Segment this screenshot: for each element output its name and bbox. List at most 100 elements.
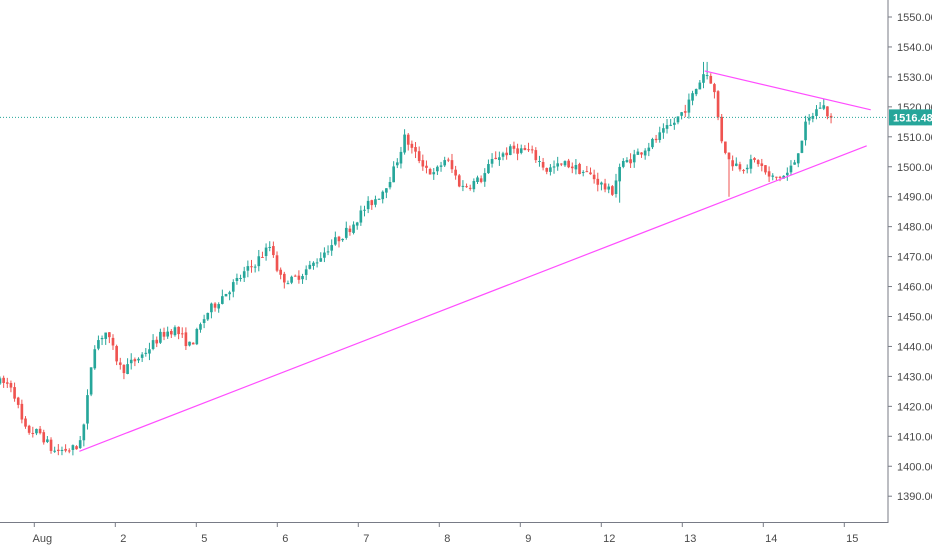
candle-down — [67, 448, 71, 454]
candle-up — [490, 153, 494, 168]
price-axis-labels: 1390.00 1400.00 1410.00 1420.00 1430.00 1440.… — [888, 12, 932, 503]
candle-body — [392, 166, 395, 183]
candle-body — [552, 166, 556, 168]
candle-down — [731, 155, 734, 171]
candle-down — [592, 169, 596, 184]
candle-body — [406, 134, 410, 145]
candle-body — [191, 342, 195, 345]
time-tick-label: Aug — [33, 533, 53, 545]
candle-up — [625, 157, 629, 163]
candle-body — [366, 200, 370, 210]
candle-up — [173, 325, 177, 337]
candle-up — [574, 159, 578, 175]
candle-up — [363, 205, 366, 217]
candle-body — [188, 341, 191, 346]
candle-down — [738, 161, 742, 172]
candle-up — [60, 446, 64, 456]
candle-up — [355, 221, 359, 230]
candle-up — [257, 249, 261, 272]
candle-body — [483, 173, 487, 182]
candle-up — [793, 159, 796, 165]
candle-body — [632, 154, 636, 163]
candle-body — [581, 171, 585, 173]
candle-body — [126, 364, 129, 374]
candle-down — [457, 173, 461, 188]
candle-body — [516, 148, 519, 154]
candle-body — [592, 174, 596, 180]
candle-body — [173, 327, 177, 336]
candle-body — [337, 236, 341, 242]
candle-up — [315, 258, 319, 268]
candle-body — [775, 176, 778, 178]
candle-body — [472, 181, 476, 190]
candle-body — [450, 160, 454, 170]
candle-down — [753, 157, 756, 163]
candle-down — [468, 184, 472, 191]
candle-up — [395, 158, 399, 169]
candles-layer — [0, 61, 833, 456]
candle-body — [785, 172, 789, 176]
candle-body — [563, 161, 567, 166]
time-tick-label: 7 — [363, 533, 369, 545]
candle-body — [301, 276, 304, 280]
candle-body — [20, 403, 24, 420]
candle-up — [129, 353, 133, 370]
candle-body — [180, 333, 184, 335]
candle-body — [673, 122, 676, 125]
candle-down — [545, 167, 549, 175]
candle-down — [829, 113, 833, 124]
candle-body — [702, 74, 705, 83]
candle-body — [658, 132, 662, 140]
candle-body — [720, 116, 724, 142]
candle-body — [621, 160, 625, 167]
time-tick-label: 8 — [444, 533, 450, 545]
candle-up — [822, 98, 826, 111]
candle-up — [749, 154, 753, 174]
candle-body — [694, 89, 698, 95]
axes-layer — [0, 0, 889, 523]
candle-body — [319, 258, 323, 262]
candle-body — [498, 157, 501, 161]
candle-body — [253, 266, 257, 268]
candle-down — [720, 114, 724, 144]
candle-body — [312, 262, 315, 266]
candle-body — [596, 178, 600, 185]
candle-body — [439, 165, 443, 167]
candle-body — [421, 160, 425, 167]
candle-up — [538, 155, 541, 167]
candle-body — [505, 152, 508, 156]
candle-up — [144, 348, 148, 357]
candle-down — [596, 172, 600, 192]
falling-resistance-trendline[interactable] — [704, 70, 871, 111]
rising-support-trendline[interactable] — [79, 145, 867, 452]
candle-body — [169, 331, 173, 335]
candle-body — [527, 149, 530, 151]
candle-down — [180, 327, 184, 338]
candle-down — [505, 147, 508, 160]
candle-body — [221, 296, 224, 304]
candle-up — [86, 389, 89, 430]
candle-body — [815, 109, 818, 116]
candle-up — [151, 334, 155, 351]
candle-up — [472, 178, 476, 193]
candle-body — [745, 167, 749, 170]
candle-down — [767, 166, 771, 183]
candle-down — [118, 357, 122, 370]
candle-down — [191, 342, 195, 345]
candle-down — [49, 437, 53, 454]
candle-body — [115, 346, 118, 362]
candle-down — [38, 426, 42, 435]
candle-down — [162, 327, 166, 341]
candle-down — [348, 225, 352, 236]
candle-up — [140, 352, 144, 362]
candle-up — [487, 159, 490, 174]
candle-body — [818, 107, 822, 109]
candle-up — [501, 151, 505, 161]
last-price-tag[interactable]: 1516.48 — [889, 109, 932, 126]
candle-body — [151, 340, 155, 349]
candle-body — [224, 293, 228, 297]
candle-up — [286, 280, 290, 285]
candle-up — [159, 328, 162, 344]
